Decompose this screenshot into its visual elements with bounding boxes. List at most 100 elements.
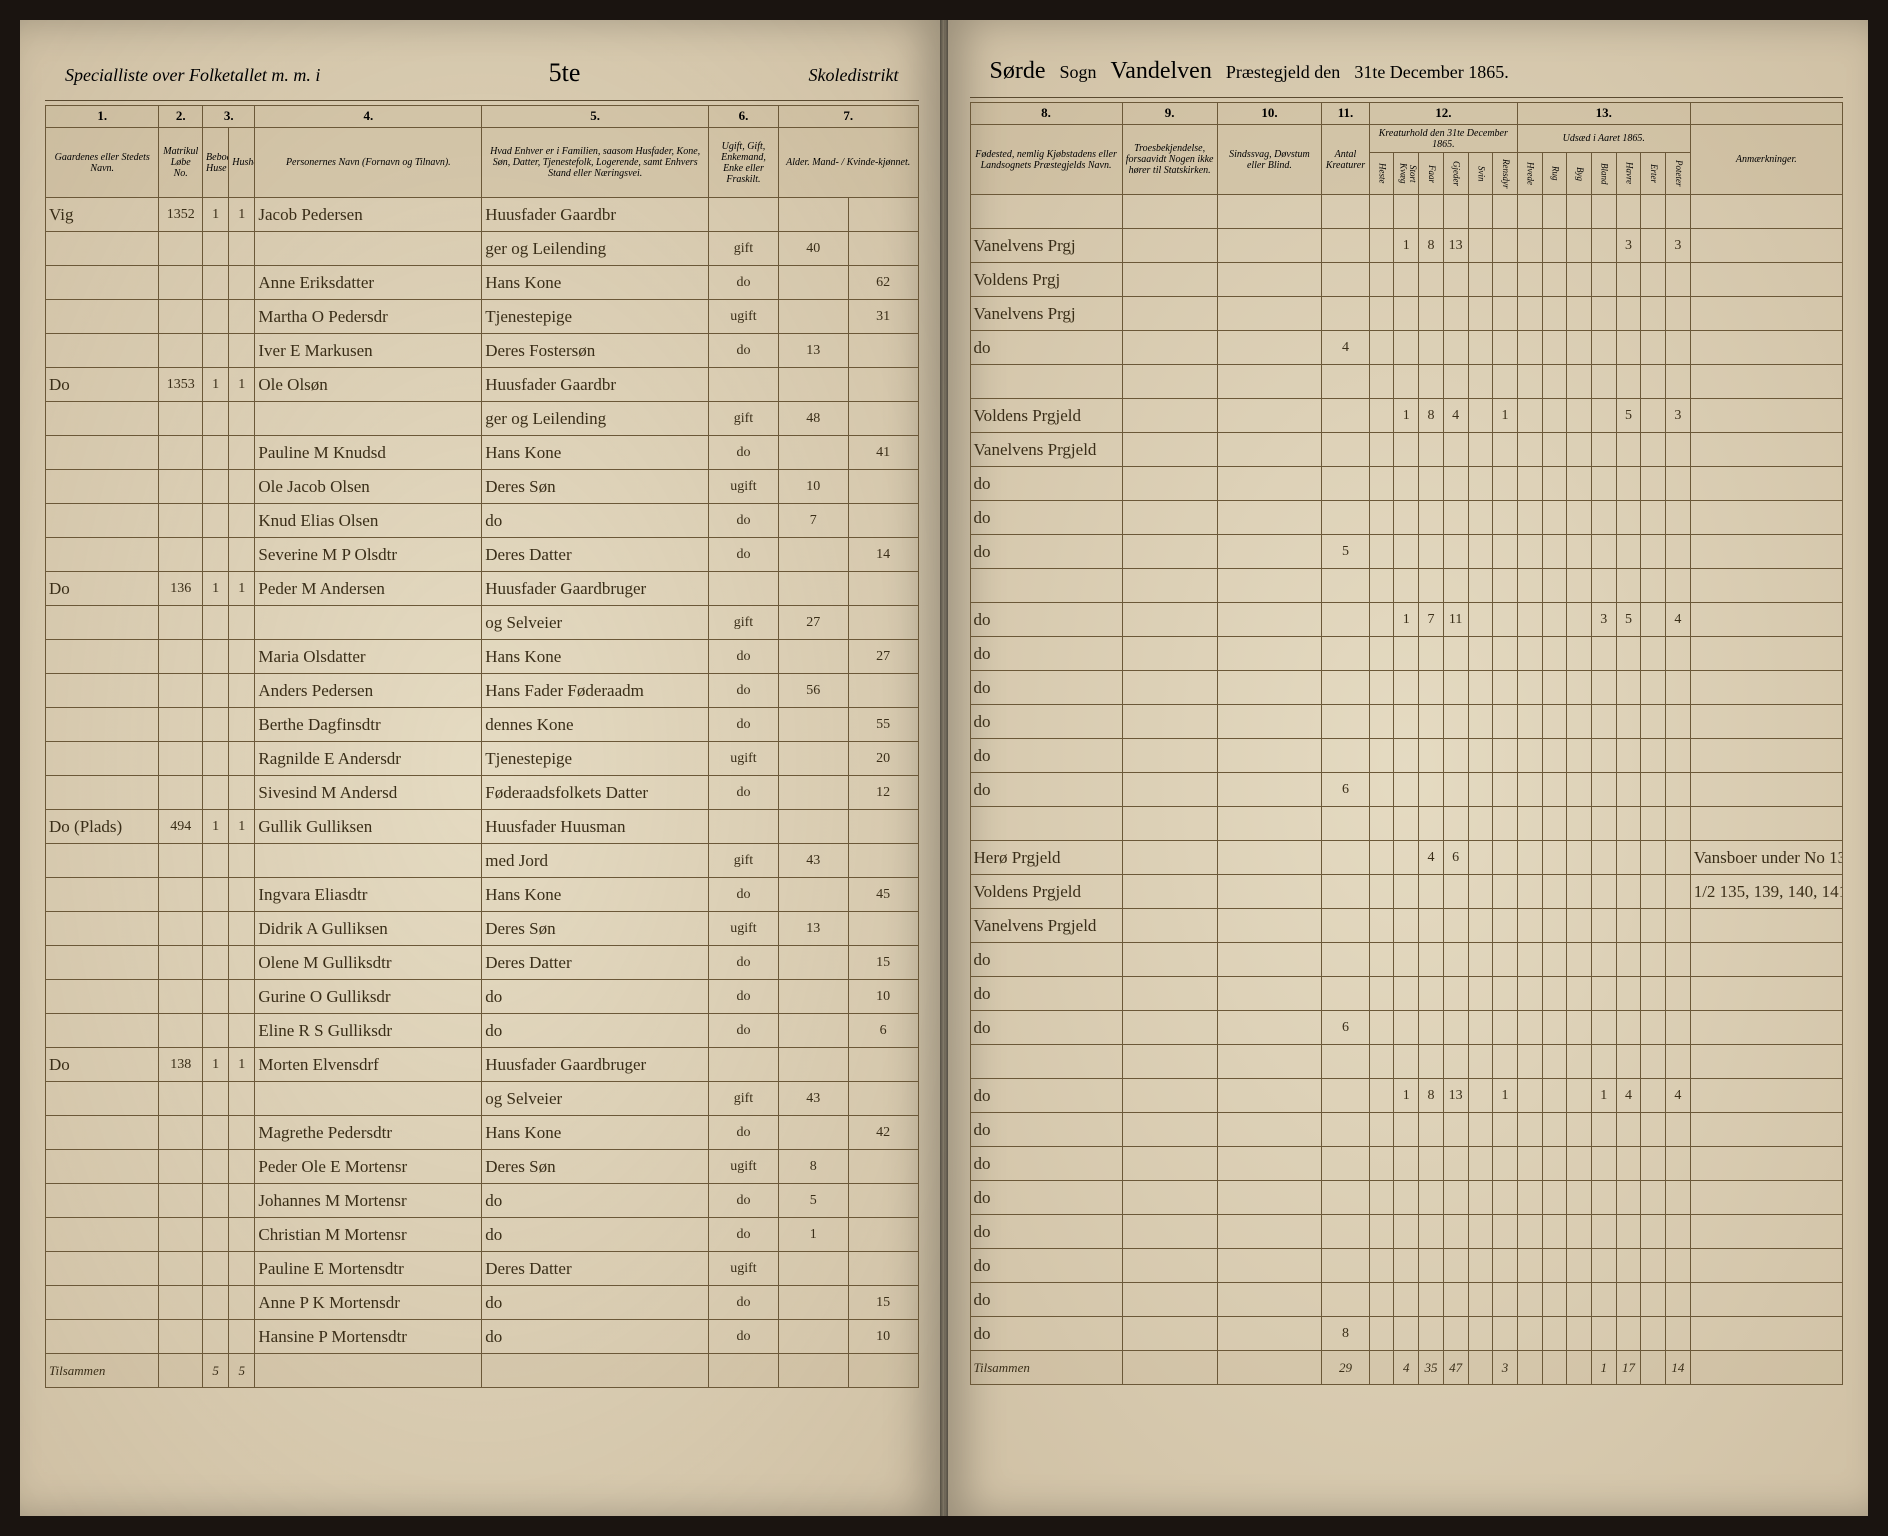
cell-stat: gift: [709, 232, 779, 266]
cell-kr-1: [1394, 467, 1419, 501]
cell-anm: [1690, 399, 1842, 433]
col-sindssvag: Sindssvag, Døvstum eller Blind.: [1217, 125, 1322, 195]
cell-stat: ugift: [709, 912, 779, 946]
cell-antal: [1322, 1045, 1370, 1079]
cell-kr-3: [1443, 739, 1468, 773]
cell-gaard: [46, 708, 159, 742]
cell-ut-0: [1517, 195, 1542, 229]
cell-ut-5: [1641, 841, 1666, 875]
cell-ut-2: [1567, 331, 1592, 365]
cell-hus: [203, 912, 229, 946]
colnum-2: 2.: [159, 106, 203, 128]
cell-hh: [229, 742, 255, 776]
cell-antal: [1322, 195, 1370, 229]
cell-kr-1: [1394, 1113, 1419, 1147]
cell-m: [778, 1286, 848, 1320]
cell-ut-1: [1542, 195, 1567, 229]
footer-row-right: Tilsammen 29 4 35 47 3 1 17 14: [970, 1351, 1843, 1385]
cell-ut-1: [1542, 739, 1567, 773]
kreatur-sub-1: Stort Kvæg: [1394, 153, 1419, 195]
cell-fam: dennes Kone: [482, 708, 709, 742]
cell-kr-4: [1468, 807, 1493, 841]
cell-anm: [1690, 705, 1842, 739]
cell-kr-1: [1394, 705, 1419, 739]
cell-kr-5: [1493, 1249, 1518, 1283]
cell-ut-6: [1666, 909, 1691, 943]
kreatur-sub-3: Gjeder: [1443, 153, 1468, 195]
cell-kr-2: [1419, 977, 1444, 1011]
cell-ut-5: [1641, 229, 1666, 263]
cell-birth: do: [970, 1079, 1122, 1113]
cell-ut-0: [1517, 637, 1542, 671]
table-row: do8: [970, 1317, 1843, 1351]
cell-ut-0: [1517, 909, 1542, 943]
cell-matr: [159, 1014, 203, 1048]
cell-k: [848, 198, 918, 232]
cell-ut-6: [1666, 977, 1691, 1011]
cell-tro: [1122, 1113, 1217, 1147]
cell-antal: [1322, 1113, 1370, 1147]
cell-kr-0: [1369, 705, 1394, 739]
cell-kr-0: [1369, 875, 1394, 909]
cell-kr-3: [1443, 569, 1468, 603]
cell-sind: [1217, 943, 1322, 977]
cell-ut-3: 1: [1591, 1079, 1616, 1113]
cell-ut-2: [1567, 909, 1592, 943]
cell-ut-3: [1591, 1317, 1616, 1351]
cell-hus: 1: [203, 810, 229, 844]
colnum-13: 13.: [1517, 103, 1690, 125]
cell-fam: do: [482, 1014, 709, 1048]
cell-stat: do: [709, 776, 779, 810]
colnum-3: 3.: [203, 106, 255, 128]
cell-hh: [229, 1014, 255, 1048]
cell-tro: [1122, 535, 1217, 569]
cell-kr-5: [1493, 263, 1518, 297]
cell-kr-1: [1394, 501, 1419, 535]
cell-k: [848, 1218, 918, 1252]
cell-ut-6: [1666, 331, 1691, 365]
cell-kr-2: [1419, 1045, 1444, 1079]
cell-hus: [203, 1116, 229, 1150]
cell-ut-3: [1591, 331, 1616, 365]
kreatur-sub-2: Faar: [1419, 153, 1444, 195]
cell-ut-5: [1641, 637, 1666, 671]
cell-ut-3: [1591, 909, 1616, 943]
table-row: do18131144: [970, 1079, 1843, 1113]
table-row: do: [970, 1283, 1843, 1317]
cell-kr-1: [1394, 433, 1419, 467]
cell-kr-5: [1493, 739, 1518, 773]
cell-m: 56: [778, 674, 848, 708]
cell-hus: [203, 1082, 229, 1116]
cell-kr-3: [1443, 909, 1468, 943]
cell-kr-2: [1419, 739, 1444, 773]
cell-anm: [1690, 501, 1842, 535]
cell-hh: [229, 708, 255, 742]
cell-name: Iver E Markusen: [255, 334, 482, 368]
cell-tro: [1122, 433, 1217, 467]
cell-hh: [229, 946, 255, 980]
cell-gaard: Do: [46, 1048, 159, 1082]
cell-ut-4: [1616, 705, 1641, 739]
cell-matr: 136: [159, 572, 203, 606]
cell-kr-3: [1443, 1147, 1468, 1181]
footer-label-r: Tilsammen: [970, 1351, 1122, 1385]
table-row: ger og Leilendinggift40: [46, 232, 919, 266]
cell-ut-2: [1567, 637, 1592, 671]
cell-fam: ger og Leilending: [482, 402, 709, 436]
cell-k: [848, 1082, 918, 1116]
cell-tro: [1122, 977, 1217, 1011]
cell-kr-5: [1493, 365, 1518, 399]
cell-k: 55: [848, 708, 918, 742]
cell-sind: [1217, 841, 1322, 875]
cell-ut-4: [1616, 501, 1641, 535]
cell-k: 62: [848, 266, 918, 300]
header-title: Specialliste over Folketallet m. m. i: [65, 65, 320, 86]
cell-fam: Deres Datter: [482, 538, 709, 572]
cell-antal: 6: [1322, 773, 1370, 807]
cell-kr-3: [1443, 433, 1468, 467]
table-row: og Selveiergift43: [46, 1082, 919, 1116]
table-row: do: [970, 671, 1843, 705]
cell-ut-0: [1517, 535, 1542, 569]
cell-kr-2: 8: [1419, 229, 1444, 263]
cell-tro: [1122, 467, 1217, 501]
